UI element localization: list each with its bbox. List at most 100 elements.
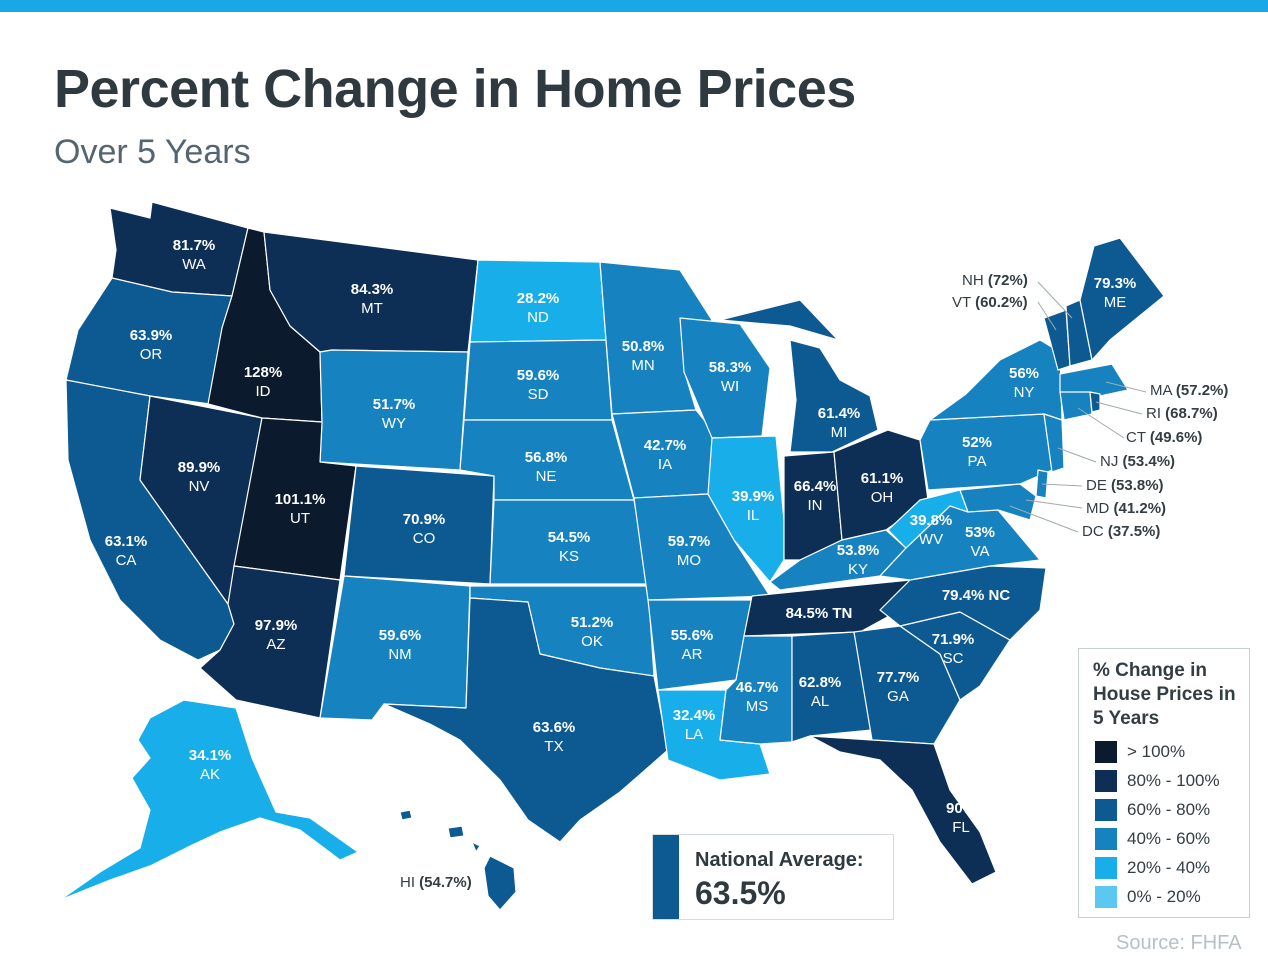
legend-swatch (1095, 857, 1117, 879)
state-HI (399, 809, 517, 911)
label-GA: 77.7% GA (876, 669, 920, 705)
label-NM: 59.6% NM (378, 627, 422, 663)
label-MN: 50.8% MN (621, 338, 665, 374)
label-PA: 52% PA (961, 434, 993, 470)
state-CT (1059, 391, 1093, 421)
label-CO: 70.9% CO (402, 511, 446, 547)
label-TN: 84.5% TN (785, 605, 853, 622)
state-TX (383, 597, 669, 843)
top-accent-bar (0, 0, 1268, 12)
legend-label: 20% - 40% (1127, 858, 1211, 877)
callout-line-vt (1037, 301, 1057, 331)
label-ND: 28.2% ND (516, 290, 560, 326)
label-NC: 79.4% NC (941, 587, 1011, 604)
label-WI: 58.3% WI (708, 359, 752, 395)
label-FL: 90% FL (945, 800, 977, 836)
callout-RI: RI (68.7%) (1146, 405, 1218, 422)
legend-swatch (1095, 770, 1117, 792)
state-MD (959, 483, 1037, 521)
label-IL: 39.9% IL (731, 488, 775, 524)
legend-label: 0% - 20% (1127, 887, 1201, 906)
national-average-accent (653, 835, 679, 919)
state-AZ (199, 565, 341, 719)
label-OR: 63.9% OR (129, 327, 173, 363)
callout-HI: HI (54.7%) (400, 874, 472, 891)
label-SC: 71.9% SC (931, 631, 975, 667)
label-NE: 56.8% NE (524, 449, 568, 485)
label-AL: 62.8% AL (798, 674, 842, 710)
callout-line-de (1041, 483, 1083, 487)
national-average-box: National Average: 63.5% (652, 834, 894, 920)
callout-line-md (1025, 499, 1083, 509)
legend-swatch (1095, 799, 1117, 821)
state-IL (707, 435, 785, 583)
state-MO (633, 493, 771, 601)
callout-VT: VT (60.2%) (952, 294, 1028, 311)
callout-line-nj (1057, 447, 1097, 463)
state-MA (1059, 363, 1129, 397)
label-OK: 51.2% OK (570, 614, 614, 650)
callout-DE: DE (53.8%) (1086, 477, 1164, 494)
label-NY: 56% NY (1008, 365, 1040, 401)
state-TN (743, 579, 911, 637)
label-ID: 128% ID (243, 364, 283, 400)
label-MO: 59.7% MO (667, 533, 711, 569)
label-IN: 66.4% IN (793, 478, 837, 514)
state-NY (929, 339, 1063, 421)
national-average-value: 63.5% (695, 875, 786, 911)
legend: % Change in House Prices in 5 Years > 10… (1078, 648, 1250, 918)
label-LA: 32.4% LA (672, 707, 716, 743)
label-TX: 63.6% TX (532, 719, 576, 755)
legend-swatch (1095, 741, 1117, 763)
legend-swatch (1095, 828, 1117, 850)
state-ME (1079, 237, 1165, 361)
legend-label: > 100% (1127, 742, 1186, 761)
callout-line-ma (1105, 381, 1147, 393)
legend-label: 60% - 80% (1127, 800, 1211, 819)
callout-MA: MA (57.2%) (1150, 382, 1229, 399)
label-VA: 53% VA (964, 524, 996, 560)
label-AZ: 97.9% AZ (254, 617, 298, 653)
state-MN (599, 261, 713, 415)
source-note: Source: FHFA (1116, 932, 1242, 954)
label-MS: 46.7% MS (735, 679, 779, 715)
label-WY: 51.7% WY (372, 396, 416, 432)
callout-line-nh (1037, 281, 1073, 319)
label-AR: 55.6% AR (670, 627, 714, 663)
label-KY: 53.8% KY (836, 542, 880, 578)
label-ME: 79.3% ME (1093, 275, 1137, 311)
callout-CT: CT (49.6%) (1126, 429, 1203, 446)
legend-label: 80% - 100% (1127, 771, 1220, 790)
label-CA: 63.1% CA (104, 533, 148, 569)
state-AL (791, 631, 873, 743)
legend-title: % Change in House Prices in 5 Years (1093, 660, 1236, 729)
state-NJ (1043, 413, 1065, 473)
label-WV: 39.8% WV (909, 512, 953, 548)
label-IA: 42.7% IA (643, 437, 687, 473)
national-average-label: National Average: (695, 849, 864, 871)
callout-MD: MD (41.2%) (1086, 500, 1167, 517)
label-MI: 61.4% MI (817, 405, 861, 441)
page-subtitle: Over 5 Years (54, 133, 251, 171)
label-KS: 54.5% KS (547, 529, 591, 565)
state-RI (1089, 391, 1101, 413)
legend-swatch (1095, 886, 1117, 908)
callout-line-ct (1077, 407, 1125, 439)
legend-label: 40% - 60% (1127, 829, 1211, 848)
label-MT: 84.3% MT (350, 281, 394, 317)
callout-line-dc (1009, 505, 1079, 533)
state-AK (59, 699, 359, 901)
label-WA: 81.7% WA (172, 237, 216, 273)
callout-DC: DC (37.5%) (1082, 523, 1161, 540)
label-NV: 89.9% NV (177, 459, 221, 495)
state-MI (719, 299, 879, 453)
label-OH: 61.1% OH (860, 470, 904, 506)
label-SD: 59.6% SD (516, 367, 560, 403)
callout-line-ri (1095, 401, 1143, 415)
state-FL (809, 735, 997, 885)
callout-NJ: NJ (53.4%) (1100, 453, 1176, 470)
page-title: Percent Change in Home Prices (54, 59, 856, 119)
label-AK: 34.1% AK (188, 747, 232, 783)
callout-NH: NH (72%) (962, 272, 1028, 289)
